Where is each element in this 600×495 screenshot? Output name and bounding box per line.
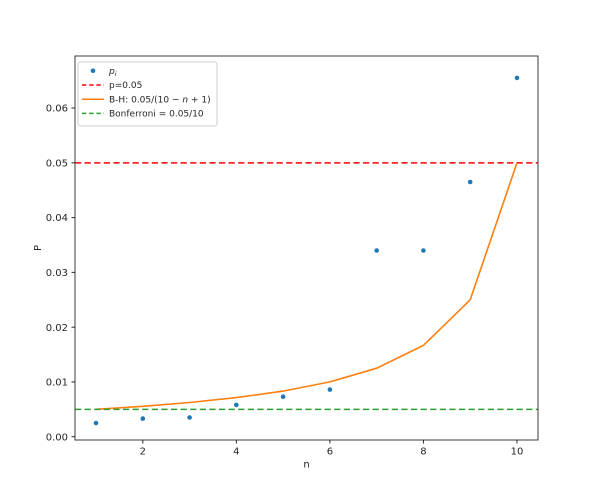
x-axis-label: n (303, 460, 309, 471)
legend-label: Bonferroni = 0.05/10 (109, 110, 204, 120)
legend-item-4: Bonferroni = 0.05/10 (82, 110, 204, 120)
x-tick-label: 6 (327, 447, 333, 458)
legend-label: p=0.05 (109, 81, 142, 91)
p-values-scatter (93, 75, 520, 426)
y-tick-label: 0.04 (46, 213, 68, 224)
y-tick-label: 0.05 (46, 158, 68, 169)
legend-item-1: pi (90, 67, 117, 78)
data-point (140, 416, 146, 421)
data-point (421, 248, 426, 253)
y-axis-label: P (33, 245, 44, 251)
legend-dot-marker (90, 68, 96, 74)
bh-curve (95, 162, 518, 411)
legend-label: pi (108, 67, 117, 78)
legend-item-2: p=0.05 (82, 81, 142, 91)
legend-label: B-H: 0.05/(10 − n + 1) (109, 95, 211, 105)
y-tick-label: 0.01 (46, 378, 68, 389)
legend-box (77, 61, 218, 127)
data-point (280, 394, 286, 400)
data-point (93, 420, 99, 426)
x-tick-label: 2 (140, 447, 146, 458)
data-point (467, 179, 473, 185)
data-point (234, 402, 239, 408)
data-point (187, 415, 192, 420)
data-point (374, 248, 380, 253)
y-tick-label: 0.03 (46, 268, 68, 279)
y-tick-label: 0.02 (46, 323, 68, 334)
x-tick-label: 8 (420, 447, 426, 458)
data-point (514, 75, 520, 81)
x-tick-label: 4 (233, 447, 239, 458)
legend: pi p=0.05 B-H: 0.05/(10 − n + 1) Bonferroni… (77, 61, 218, 127)
x-tick-label: 10 (511, 447, 524, 458)
y-tick-label: 0.06 (46, 104, 68, 115)
x-axis: 2 4 6 8 10 (140, 440, 524, 458)
legend-item-3: B-H: 0.05/(10 − n + 1) (82, 95, 211, 105)
plot-frame (74, 55, 539, 441)
y-tick-label: 0.00 (46, 432, 68, 443)
y-axis: 0.00 0.01 0.02 0.03 0.04 0.05 0.06 (46, 104, 75, 443)
bh-curve (95, 162, 518, 411)
data-point (327, 387, 333, 392)
